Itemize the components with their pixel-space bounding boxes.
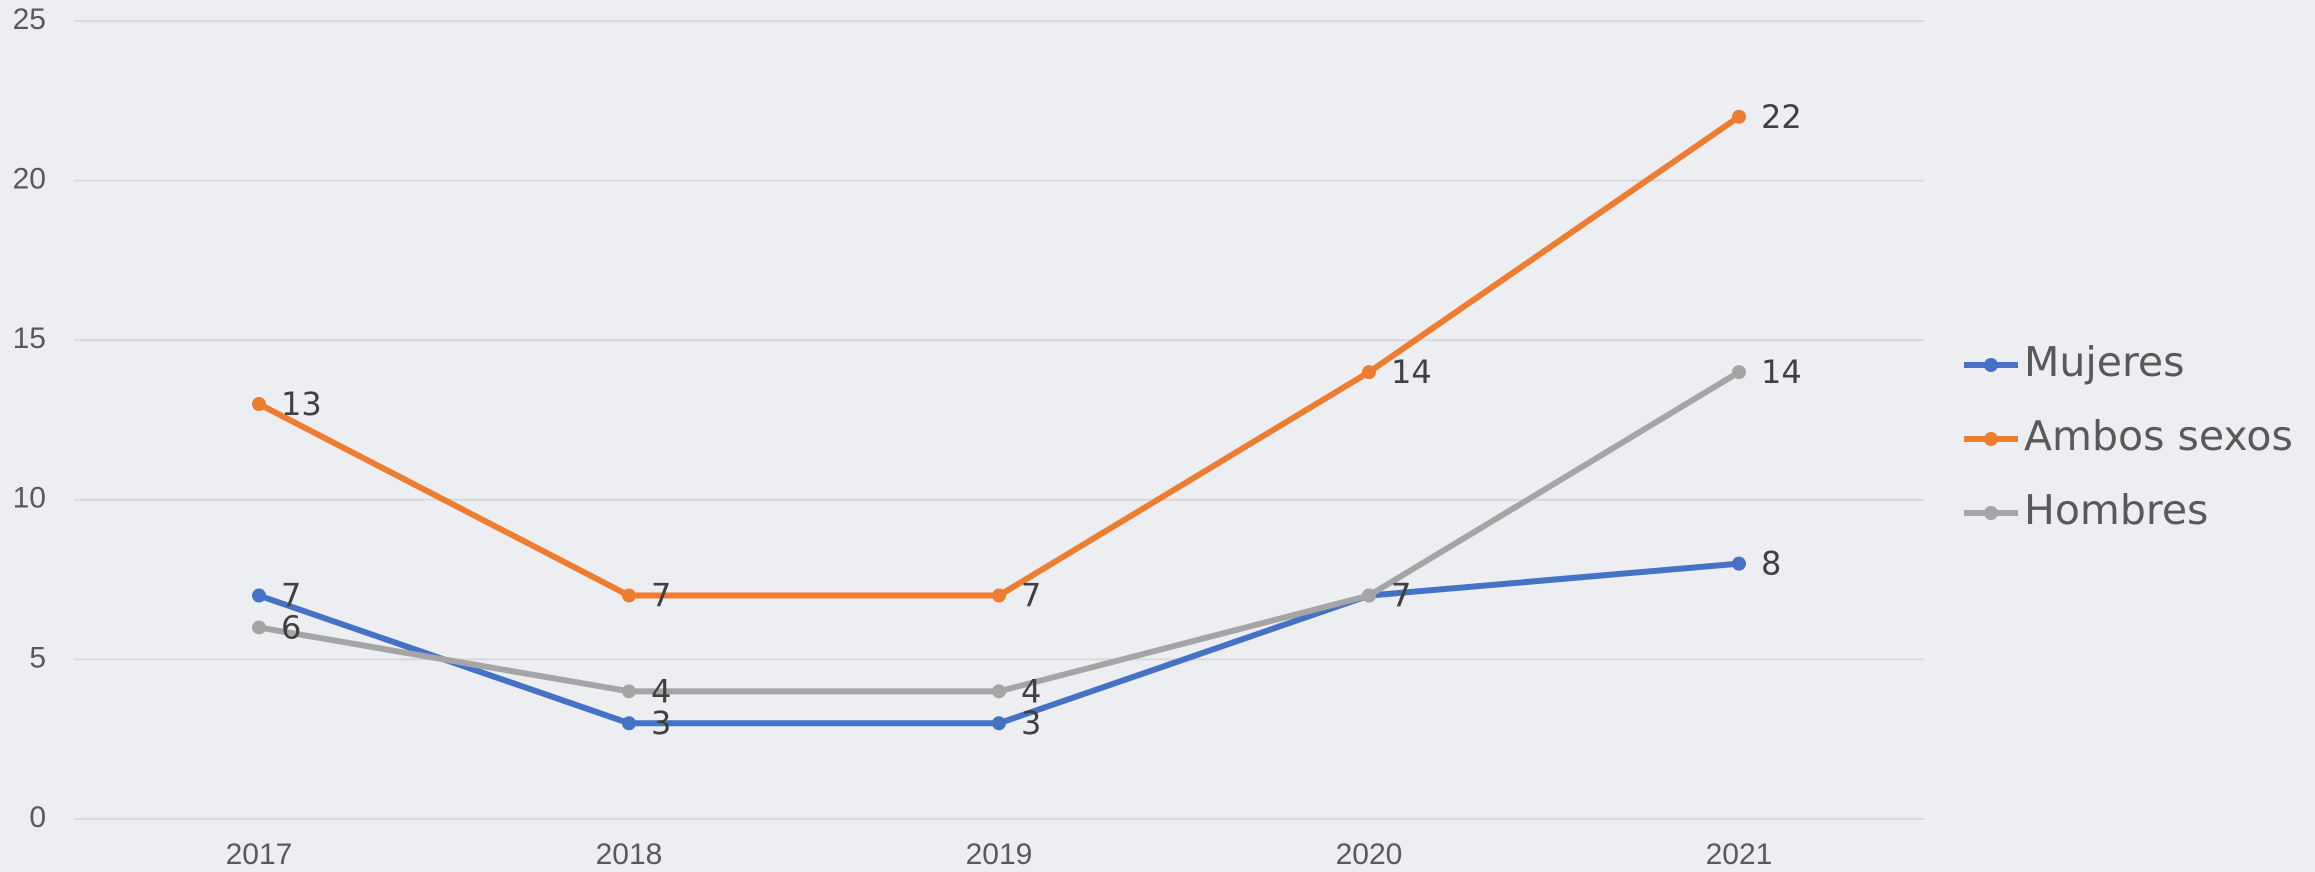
y-tick-label: 10 [13,482,46,515]
legend-marker [1984,358,1998,372]
data-label: 3 [1021,704,1041,742]
legend-label: Mujeres [2024,338,2185,386]
y-tick-label: 0 [29,801,46,834]
x-tick-label: 2019 [966,838,1033,871]
data-label: 7 [651,577,671,615]
x-tick-label: 2017 [226,838,293,871]
series-line [258,369,1741,695]
data-point [1732,365,1746,380]
data-point [252,620,266,635]
data-point [252,397,266,412]
data-point [622,684,636,699]
legend-label: Ambos sexos [2024,412,2293,460]
data-label: 14 [1761,353,1802,391]
data-point [252,588,266,603]
data-label: 7 [1391,577,1411,615]
x-tick-label: 2020 [1336,838,1403,871]
data-point [992,588,1006,603]
legend-label: Hombres [2024,486,2208,534]
data-label: 4 [1021,672,1041,710]
data-label: 7 [1021,577,1041,615]
data-label: 14 [1391,353,1432,391]
x-tick-label: 2018 [596,838,663,871]
data-label: 22 [1761,98,1802,136]
data-point [1732,556,1746,571]
data-label: 4 [651,672,671,710]
data-label: 13 [281,385,322,423]
series-line [258,560,1740,727]
data-point [622,588,636,603]
y-tick-label: 5 [29,641,46,674]
legend-marker [1984,506,1998,520]
data-label: 7 [281,577,301,615]
data-label: 8 [1761,545,1781,583]
y-tick-label: 25 [13,3,46,36]
y-tick-label: 20 [13,163,46,196]
data-point [622,716,636,731]
data-point [992,716,1006,731]
data-point [992,684,1006,699]
data-label: 7 [1391,577,1411,615]
data-point [1732,109,1746,124]
series-line [257,114,1741,599]
x-tick-label: 2021 [1706,838,1773,871]
data-point [1362,588,1376,603]
data-label: 6 [281,608,301,646]
data-label: 3 [651,704,671,742]
data-point [1362,365,1376,380]
y-tick-label: 15 [13,322,46,355]
legend-marker [1984,432,1998,446]
